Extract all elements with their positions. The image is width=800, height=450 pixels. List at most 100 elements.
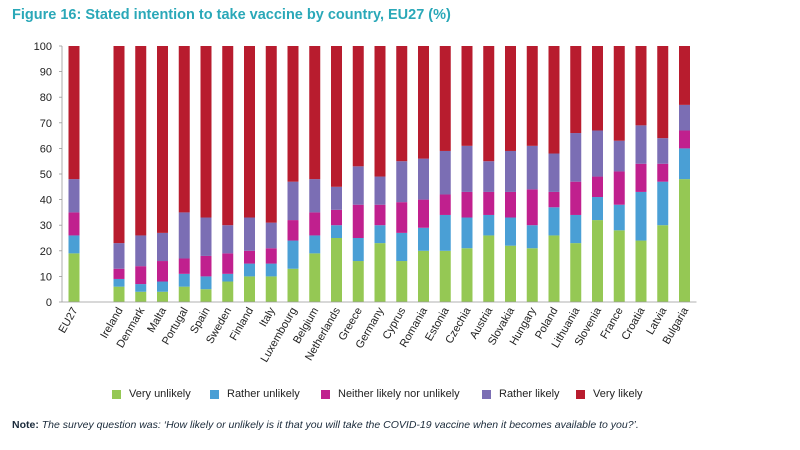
bar-segment [396,202,408,233]
bar-segment [265,276,277,302]
bar-segment [439,150,451,195]
bar-segment [244,263,255,277]
bar-segment [331,46,342,187]
bar-segment [309,212,321,236]
bar-segment [418,46,429,159]
bar-segment [635,125,647,164]
bar-segment [244,276,255,302]
bar-segment [244,46,255,218]
y-tick-label: 90 [40,67,52,79]
bar-segment [592,130,603,177]
bar-segment [352,166,364,205]
bar-segment [222,281,234,302]
legend-label: Very likely [593,388,643,400]
bar-segment [439,194,451,215]
y-tick-label: 60 [40,143,52,155]
bar-segment [526,225,538,249]
bar-segment [68,253,80,302]
bar-segment [635,240,647,302]
legend-label: Neither likely nor unlikely [338,388,460,400]
bar-segment [309,253,321,302]
y-tick-label: 10 [40,271,52,283]
bar-segment [439,46,451,151]
x-axis: EU27 IrelandDenmarkMaltaPortugalSpainSwed… [56,301,697,364]
legend-item: Very likely [576,384,643,404]
bar-segment [287,268,299,302]
legend-swatch [576,389,585,399]
legend-swatch [482,389,491,399]
bar-segment [570,243,582,302]
y-tick-label: 50 [40,169,52,181]
bar-segment [222,253,234,274]
bar-segment [200,289,212,302]
x-tick-label: Italy [257,305,278,329]
bar-segment [374,225,386,244]
y-tick-label: 20 [40,246,52,258]
bar-segment [548,46,560,154]
bar-segment [352,204,364,238]
bar-segment [68,179,80,213]
y-tick-label: 100 [34,41,52,53]
bar-segment [505,191,516,218]
y-tick-label: 70 [40,118,52,130]
legend: Very unlikely Rather unlikely Neither like… [0,384,800,404]
legend-swatch [321,389,330,399]
bar-segment [287,46,299,182]
y-axis: 0 10 20 30 40 50 60 70 80 90 100 [34,41,63,309]
bar-segment [135,235,147,267]
bar-segment [679,104,690,131]
note-label: Note: [12,419,39,431]
y-tick-label: 0 [46,297,52,309]
bar-segment [157,232,168,262]
bar-segment [461,145,473,192]
bar-segment [483,191,495,215]
bar-segment [592,197,603,221]
bar-segment [265,263,277,277]
bar-segment [157,261,168,282]
bar-segment [505,245,516,302]
bar-segment [374,243,386,302]
bar-segment [613,230,625,302]
bar-segment [570,133,582,182]
bar-segment [157,291,168,302]
bar-segment [331,186,342,210]
bar-segment [613,171,625,205]
bar-segment [679,46,690,105]
bar-segment [439,214,451,251]
legend-label: Very unlikely [129,388,191,400]
bar-segment [613,140,625,172]
bar-segment [178,273,190,287]
bar-segment [505,217,516,246]
bar-segment [200,217,212,256]
bar-segment [657,138,669,164]
bar-segment [309,235,321,254]
bar-segment [526,189,538,226]
y-tick-label: 30 [40,220,52,232]
legend-item: Rather likely [482,384,560,404]
bar-segment [331,209,342,226]
footnote: Note: The survey question was: ‘How like… [12,419,639,431]
bar-segment [157,281,168,292]
bar-segment [570,181,582,215]
bar-segment [461,191,473,218]
bar-segment [68,235,80,254]
bar-segment [244,250,255,264]
bar-segment [548,191,560,208]
bar-segment [548,235,560,302]
legend-item: Rather unlikely [210,384,300,404]
bar-segment [222,46,234,226]
bar-segment [331,238,342,302]
legend-label: Rather likely [499,388,560,400]
bar-segment [287,220,299,241]
bar-segment [157,46,168,233]
bar-segment [178,212,190,259]
bar-segment [548,207,560,236]
bar-segment [352,238,364,262]
bar-segment [244,217,255,251]
bar-segment [418,250,429,302]
stacked-bar-chart: 0 10 20 30 40 50 60 70 80 90 100 EU27 IrelandDenmar… [34,41,697,364]
bar-segment [461,248,473,302]
bar-segment [461,217,473,249]
bar-segment [570,46,582,134]
note-text: The survey question was: ‘How likely or … [38,419,639,431]
